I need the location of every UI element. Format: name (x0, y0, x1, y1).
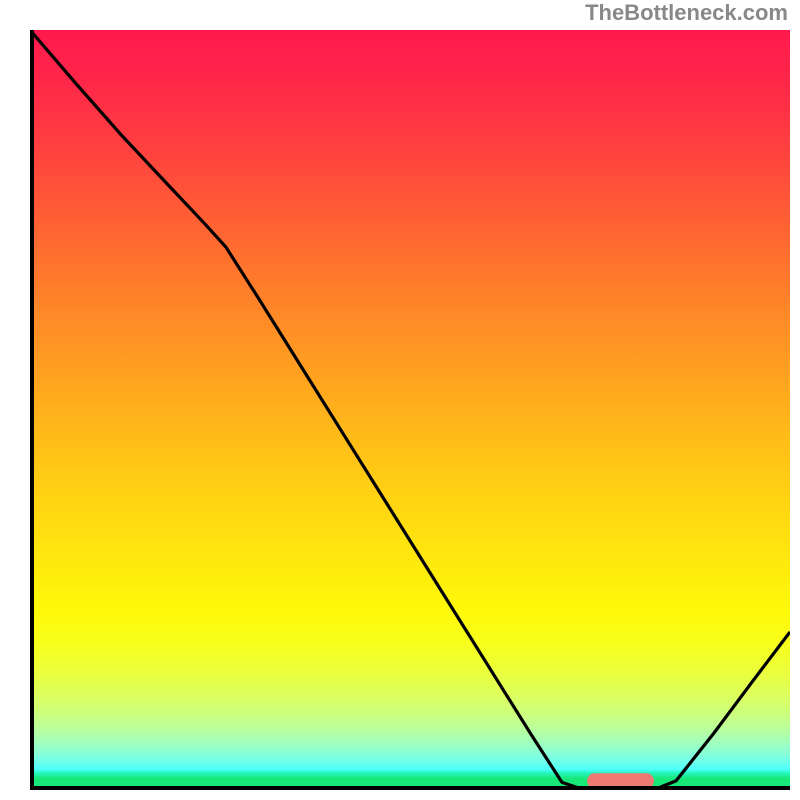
gradient-background (34, 30, 790, 786)
figure-root: TheBottleneck.com (0, 0, 800, 800)
watermark-text: TheBottleneck.com (585, 0, 788, 26)
plot-svg (30, 30, 790, 790)
plot-area (30, 30, 790, 790)
